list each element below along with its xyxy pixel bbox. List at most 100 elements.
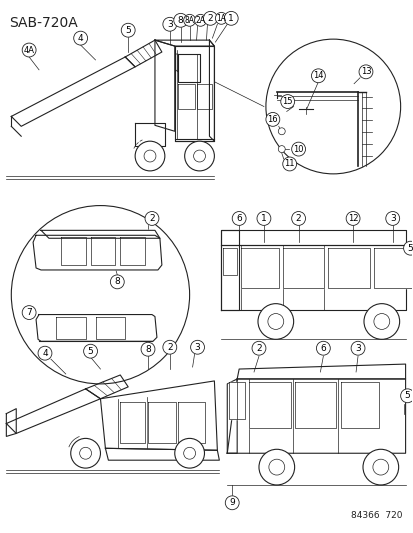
Circle shape	[282, 157, 296, 171]
Circle shape	[385, 212, 399, 225]
Circle shape	[184, 141, 214, 171]
Polygon shape	[85, 375, 128, 399]
Circle shape	[316, 341, 330, 355]
Text: 3: 3	[354, 344, 360, 353]
Circle shape	[363, 304, 399, 340]
Polygon shape	[120, 237, 145, 265]
Text: SAB-720A: SAB-720A	[9, 17, 78, 30]
Circle shape	[224, 11, 237, 25]
Circle shape	[194, 14, 206, 26]
Circle shape	[71, 438, 100, 468]
Polygon shape	[227, 379, 237, 453]
Text: 3: 3	[389, 214, 395, 223]
Polygon shape	[100, 381, 217, 450]
Circle shape	[110, 275, 124, 289]
Polygon shape	[36, 314, 157, 341]
Polygon shape	[154, 40, 214, 46]
Polygon shape	[373, 248, 413, 288]
Circle shape	[256, 212, 270, 225]
Circle shape	[257, 304, 293, 340]
Circle shape	[268, 459, 284, 475]
Circle shape	[372, 459, 388, 475]
Text: 84366  720: 84366 720	[350, 511, 402, 520]
Polygon shape	[61, 237, 85, 265]
Polygon shape	[223, 248, 237, 275]
Circle shape	[141, 342, 154, 356]
Polygon shape	[90, 237, 115, 265]
Circle shape	[280, 95, 294, 109]
Text: 3: 3	[166, 20, 172, 29]
Circle shape	[291, 212, 305, 225]
Circle shape	[345, 212, 359, 225]
Polygon shape	[221, 230, 239, 310]
Circle shape	[400, 389, 413, 403]
Polygon shape	[174, 46, 214, 141]
Polygon shape	[6, 389, 100, 433]
Text: 16: 16	[267, 115, 278, 124]
Polygon shape	[229, 382, 244, 418]
Polygon shape	[6, 409, 16, 437]
Text: 4: 4	[78, 34, 83, 43]
Circle shape	[183, 447, 195, 459]
Circle shape	[267, 313, 283, 329]
Circle shape	[83, 344, 97, 358]
Text: 8A: 8A	[184, 16, 194, 25]
Polygon shape	[125, 40, 161, 67]
Polygon shape	[240, 248, 278, 288]
Polygon shape	[177, 402, 205, 443]
Circle shape	[225, 496, 239, 510]
Polygon shape	[209, 40, 214, 141]
Text: 5: 5	[88, 346, 93, 356]
Circle shape	[291, 142, 305, 156]
Text: 2: 2	[149, 214, 154, 223]
Circle shape	[162, 340, 176, 354]
Circle shape	[252, 341, 265, 355]
Polygon shape	[95, 317, 125, 340]
Polygon shape	[120, 402, 145, 443]
Circle shape	[265, 112, 279, 126]
Circle shape	[362, 449, 398, 485]
Circle shape	[183, 14, 195, 26]
Circle shape	[74, 31, 88, 45]
Circle shape	[350, 341, 364, 355]
Text: 2: 2	[207, 14, 213, 23]
Polygon shape	[294, 382, 335, 429]
Text: 1: 1	[261, 214, 266, 223]
Text: 9: 9	[229, 498, 235, 507]
Text: 15: 15	[282, 97, 292, 106]
Circle shape	[22, 43, 36, 57]
Polygon shape	[221, 245, 405, 310]
Text: 6: 6	[320, 344, 325, 353]
Circle shape	[358, 65, 372, 79]
Text: 5: 5	[404, 391, 409, 400]
Text: 12: 12	[347, 214, 358, 223]
Polygon shape	[105, 448, 219, 460]
Circle shape	[38, 346, 52, 360]
Circle shape	[11, 206, 189, 384]
Circle shape	[145, 212, 159, 225]
Circle shape	[173, 13, 187, 27]
Circle shape	[373, 313, 389, 329]
Circle shape	[144, 150, 156, 162]
Polygon shape	[33, 235, 161, 270]
Polygon shape	[282, 248, 323, 288]
Polygon shape	[56, 317, 85, 340]
Text: 2: 2	[166, 343, 172, 352]
Circle shape	[215, 12, 227, 25]
Polygon shape	[176, 54, 177, 72]
Circle shape	[232, 212, 245, 225]
Circle shape	[135, 141, 164, 171]
Circle shape	[79, 447, 91, 459]
Polygon shape	[328, 248, 369, 288]
Circle shape	[174, 438, 204, 468]
Circle shape	[311, 69, 325, 83]
Text: 1A: 1A	[216, 14, 226, 23]
Text: 8: 8	[178, 16, 183, 25]
Text: 2A: 2A	[195, 16, 205, 25]
Text: 13: 13	[360, 67, 370, 76]
Text: 2: 2	[295, 214, 301, 223]
Polygon shape	[249, 382, 290, 429]
Text: 4: 4	[42, 349, 47, 358]
Polygon shape	[177, 54, 199, 82]
Polygon shape	[221, 230, 405, 245]
